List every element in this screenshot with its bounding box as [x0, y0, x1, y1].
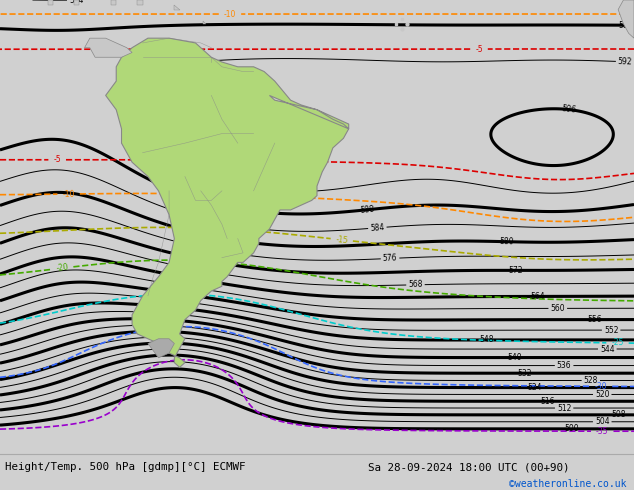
Text: 540: 540 [507, 353, 522, 362]
Text: -25: -25 [611, 338, 624, 347]
Text: Height/Temp. 500 hPa [gdmp][°C] ECMWF: Height/Temp. 500 hPa [gdmp][°C] ECMWF [5, 462, 245, 472]
Text: 580: 580 [500, 237, 514, 246]
Text: 596: 596 [562, 104, 577, 115]
Text: 584: 584 [370, 223, 385, 233]
Text: -5: -5 [53, 155, 61, 164]
Text: 536: 536 [557, 361, 571, 370]
Text: 548: 548 [479, 336, 494, 344]
Text: -30: -30 [595, 382, 607, 391]
Polygon shape [618, 0, 634, 38]
Text: 520: 520 [595, 390, 609, 399]
Polygon shape [111, 0, 116, 5]
Text: 560: 560 [550, 304, 565, 313]
Polygon shape [84, 38, 132, 57]
Text: 516: 516 [540, 397, 555, 406]
Polygon shape [148, 339, 174, 358]
Text: -10: -10 [224, 9, 236, 19]
Text: -10: -10 [62, 190, 75, 198]
Polygon shape [138, 0, 143, 5]
Text: 592: 592 [618, 57, 633, 67]
Text: 552: 552 [604, 325, 618, 335]
Polygon shape [48, 0, 53, 5]
Polygon shape [204, 22, 206, 24]
Text: 572: 572 [508, 266, 523, 275]
Text: 556: 556 [587, 315, 602, 324]
Text: -5: -5 [475, 45, 483, 53]
Text: 584: 584 [69, 0, 84, 4]
Text: 508: 508 [612, 410, 626, 419]
Text: 504: 504 [595, 417, 609, 426]
Text: 588: 588 [359, 204, 375, 215]
Text: 588: 588 [618, 21, 632, 30]
Text: 512: 512 [557, 404, 571, 413]
Text: 532: 532 [517, 368, 532, 378]
Text: 544: 544 [600, 344, 614, 353]
Text: ©weatheronline.co.uk: ©weatheronline.co.uk [509, 480, 626, 490]
Text: 568: 568 [408, 280, 423, 290]
Text: 528: 528 [584, 376, 598, 385]
Polygon shape [74, 0, 79, 5]
Text: 596: 596 [281, 135, 296, 145]
Text: 576: 576 [382, 254, 398, 263]
Text: 524: 524 [527, 383, 542, 392]
Text: -35: -35 [596, 427, 609, 436]
Polygon shape [174, 5, 179, 9]
Text: -15: -15 [335, 235, 349, 245]
Text: 500: 500 [564, 424, 579, 433]
Text: 564: 564 [530, 292, 545, 301]
Text: Sa 28-09-2024 18:00 UTC (00+90): Sa 28-09-2024 18:00 UTC (00+90) [368, 462, 569, 472]
Polygon shape [106, 38, 349, 368]
Text: -20: -20 [56, 263, 69, 273]
